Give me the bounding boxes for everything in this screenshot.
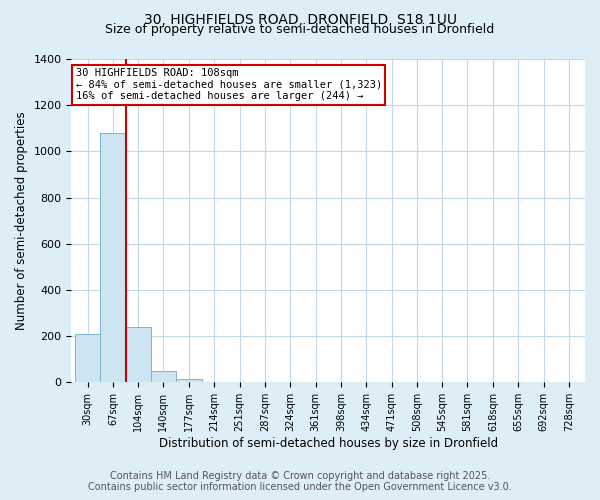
Bar xyxy=(75,334,100,382)
Y-axis label: Number of semi-detached properties: Number of semi-detached properties xyxy=(15,112,28,330)
Bar xyxy=(100,133,126,382)
Text: Contains HM Land Registry data © Crown copyright and database right 2025.
Contai: Contains HM Land Registry data © Crown c… xyxy=(88,471,512,492)
Bar xyxy=(151,371,176,382)
Bar xyxy=(176,379,202,382)
X-axis label: Distribution of semi-detached houses by size in Dronfield: Distribution of semi-detached houses by … xyxy=(158,437,498,450)
Bar xyxy=(126,327,151,382)
Text: Size of property relative to semi-detached houses in Dronfield: Size of property relative to semi-detach… xyxy=(106,22,494,36)
Text: 30, HIGHFIELDS ROAD, DRONFIELD, S18 1UU: 30, HIGHFIELDS ROAD, DRONFIELD, S18 1UU xyxy=(143,12,457,26)
Text: 30 HIGHFIELDS ROAD: 108sqm
← 84% of semi-detached houses are smaller (1,323)
16%: 30 HIGHFIELDS ROAD: 108sqm ← 84% of semi… xyxy=(76,68,382,102)
